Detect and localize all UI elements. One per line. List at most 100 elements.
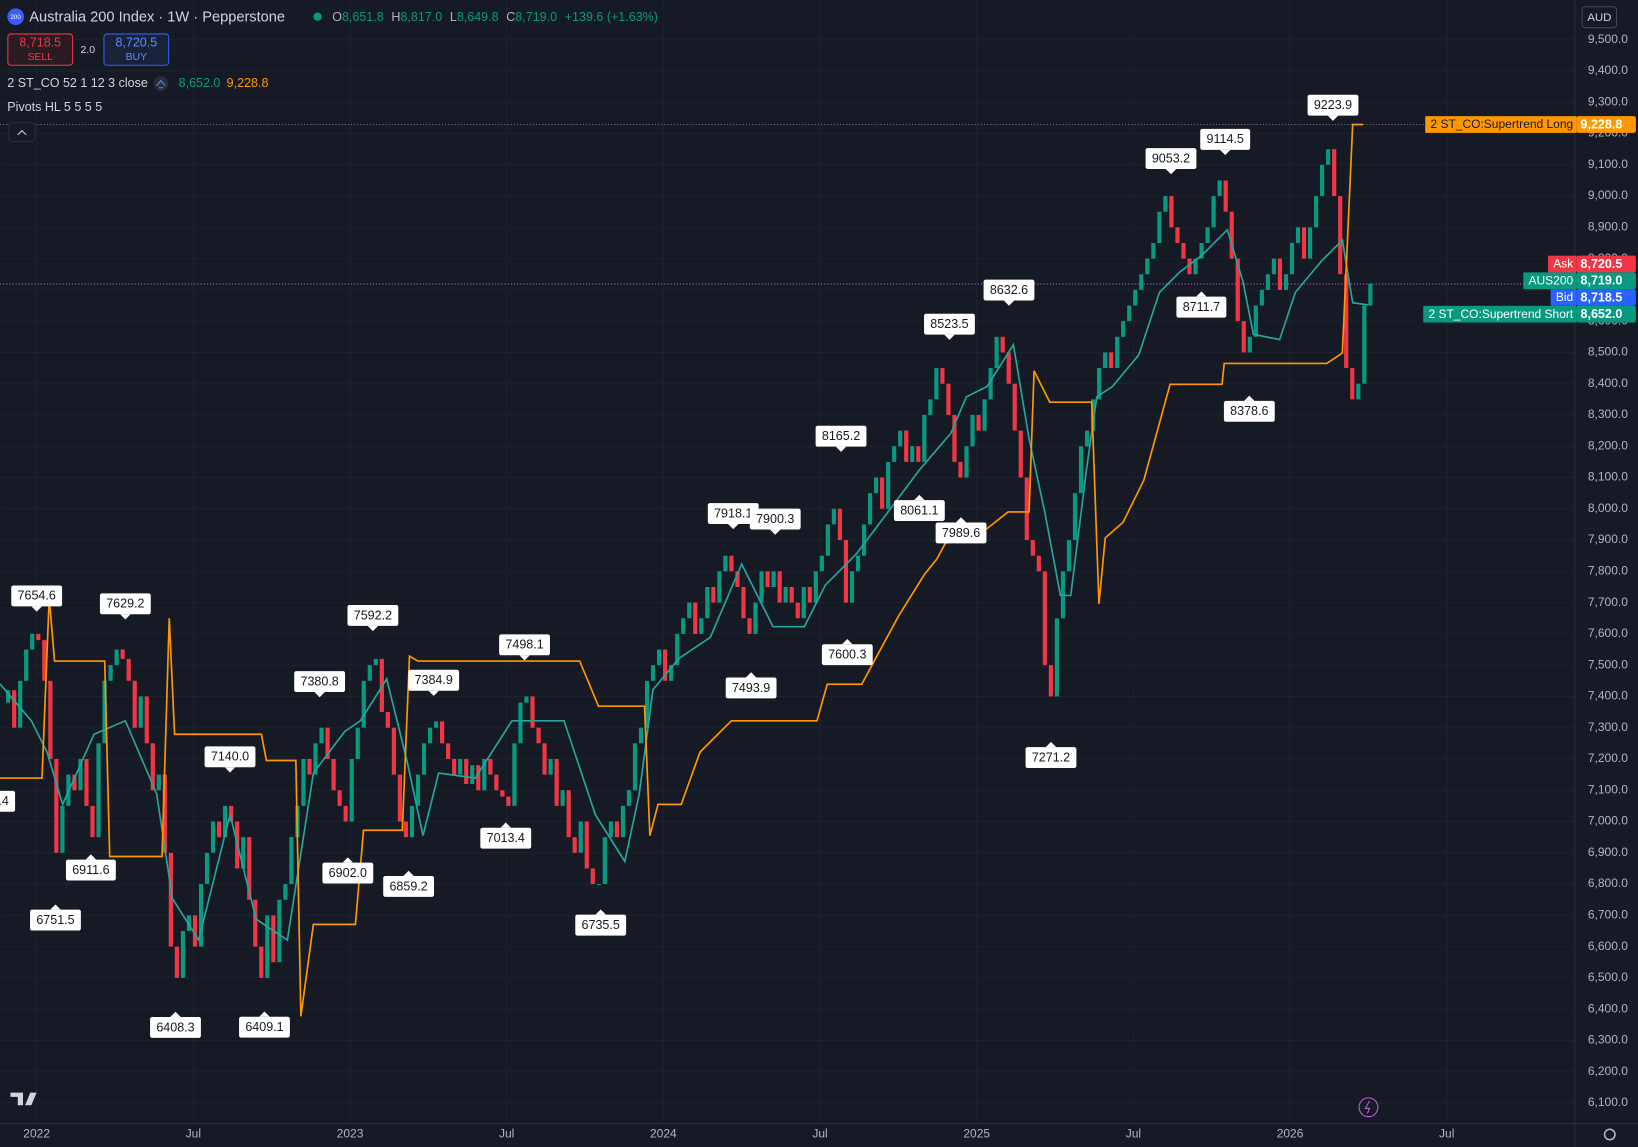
candle-down: [464, 758, 469, 784]
pivot-label: 7131.4: [0, 794, 9, 808]
pivot-label: 6751.5: [36, 913, 74, 927]
y-tick-label: 6,800.0: [1588, 876, 1628, 890]
ohlc-value: 8,649.8: [457, 10, 499, 24]
candle-up: [138, 696, 143, 728]
pivot: 6409.1: [239, 1011, 290, 1038]
candle-down: [590, 868, 595, 885]
candle-down: [476, 765, 481, 791]
sell-label[interactable]: SELL: [27, 52, 53, 63]
candle-up: [1217, 180, 1222, 197]
candle-down: [391, 727, 396, 775]
symbol-title[interactable]: Australia 200 Index · 1W · Pepperstone: [29, 10, 285, 26]
candle-down: [1350, 368, 1355, 400]
candle-down: [1036, 555, 1041, 572]
buy-box[interactable]: [103, 33, 170, 66]
price-label-value-box: [1576, 305, 1636, 323]
symbol-badge: [7, 8, 25, 26]
currency[interactable]: AUD: [1587, 12, 1611, 24]
pivot-label: 7629.2: [106, 597, 144, 611]
candle-down: [494, 774, 499, 791]
pivot-pointer: [224, 767, 236, 773]
buy-label[interactable]: BUY: [126, 52, 147, 63]
sell-price[interactable]: 8,718.5: [19, 36, 61, 50]
indicator-name[interactable]: 2 ST_CO 52 1 12 3 close: [7, 76, 148, 90]
pivot-pointer: [835, 446, 847, 452]
y-tick-label: 6,100.0: [1588, 1095, 1628, 1109]
pivot: 7600.3: [821, 639, 873, 666]
pivot-pointer: [314, 691, 325, 698]
candle-down: [72, 774, 77, 791]
sell-box[interactable]: [7, 33, 74, 66]
price-label-value: 8,718.5: [1581, 290, 1623, 304]
buy-button[interactable]: 8,720.5 BUY: [103, 33, 170, 66]
pivot: 7989.6: [935, 517, 987, 544]
pivot-label: 7989.6: [942, 526, 980, 540]
indicator-icon[interactable]: [153, 76, 169, 91]
candle-up: [1090, 399, 1096, 431]
buy-price[interactable]: 8,720.5: [115, 36, 157, 50]
collapse-icon: [17, 129, 27, 136]
candle-up: [482, 758, 487, 791]
pivot: 7918.1: [707, 503, 759, 530]
price-label-value: 8,652.0: [1581, 307, 1623, 321]
candle-up: [602, 837, 607, 885]
pivot-label: 6408.3: [156, 1020, 194, 1034]
y-tick-label: 9,400.0: [1588, 63, 1628, 77]
candle-down: [542, 743, 547, 775]
pivot: 7498.1: [499, 634, 550, 661]
candle-down: [440, 721, 445, 744]
pivot-box: [924, 313, 975, 335]
candle-down: [1241, 321, 1246, 353]
settings-button[interactable]: [1603, 1128, 1616, 1141]
candle-down: [325, 727, 330, 759]
candle-down: [343, 805, 348, 822]
candle-up: [626, 790, 632, 806]
pivot-box: [99, 593, 151, 615]
candle-up: [771, 571, 776, 587]
pivot-label: 7654.6: [18, 589, 56, 603]
pivot-box: [150, 1016, 201, 1038]
candle-up: [1211, 196, 1216, 228]
candle-up: [301, 758, 306, 806]
candle-down: [789, 586, 794, 603]
candle-up: [241, 837, 246, 869]
candle-down: [229, 805, 234, 822]
pivot-box: [725, 677, 777, 699]
y-tick-label: 6,300.0: [1588, 1033, 1628, 1047]
pivot-pointer: [1327, 115, 1339, 121]
alert-icon[interactable]: [1358, 1097, 1379, 1118]
candle-down: [162, 774, 167, 853]
candle-down: [1012, 383, 1017, 431]
pivot-label: 8711.7: [1183, 300, 1220, 314]
candle-up: [18, 680, 23, 728]
pivot: 7654.6: [11, 585, 63, 612]
pivot-label: 7380.8: [300, 674, 338, 688]
collapse-button[interactable]: [8, 122, 36, 143]
candle-down: [331, 758, 336, 791]
sell-button[interactable]: 8,718.5 SELL: [7, 33, 74, 66]
pivot: 6408.3: [150, 1011, 201, 1038]
candle-up: [934, 368, 939, 400]
candle-up: [361, 680, 366, 728]
indicator-name[interactable]: Pivots HL 5 5 5 5: [7, 100, 102, 114]
candle-up: [783, 586, 788, 603]
candle-up: [687, 602, 692, 619]
currency-button[interactable]: [1581, 6, 1618, 29]
candle-up: [1356, 383, 1361, 400]
price-label: 8,720.5 Ask: [1547, 255, 1636, 273]
candle-down: [952, 414, 957, 462]
pivot-box: [480, 827, 532, 849]
candle-down: [1024, 477, 1029, 541]
price-label: 8,719.0 AUS200: [1523, 272, 1636, 290]
candle-down: [12, 690, 17, 728]
candle-down: [150, 743, 155, 791]
plot-area: 7131.4 7654.6 6751.5 6911.6 7629.2 6408.3 7140…: [0, 94, 1575, 1038]
candle-down: [84, 758, 89, 806]
indicator-value: 8,652.0: [179, 76, 221, 90]
candle-down: [584, 821, 589, 869]
logo[interactable]: [10, 1092, 37, 1106]
price-label-value: 8,720.5: [1581, 257, 1623, 271]
pivot-label: 6902.0: [329, 866, 367, 880]
